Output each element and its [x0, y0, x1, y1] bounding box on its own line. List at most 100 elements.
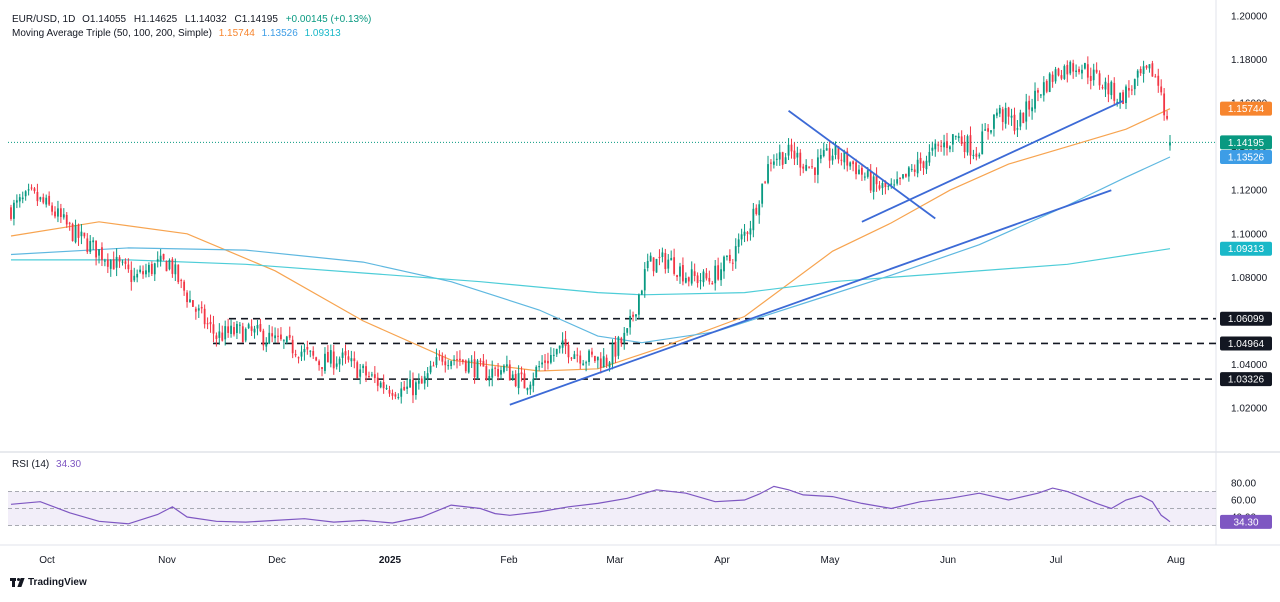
candle-body: [1069, 61, 1072, 74]
candle-body: [415, 382, 417, 396]
candle-body: [799, 152, 802, 168]
candle-body: [412, 379, 414, 396]
candle-body: [1089, 75, 1092, 81]
candle-body: [385, 388, 388, 390]
candle-body: [33, 188, 36, 192]
rsi-line: [10, 485, 1171, 525]
candle-body: [517, 373, 520, 389]
candle-body: [593, 355, 596, 361]
candle-body: [1007, 107, 1010, 117]
candle-body: [98, 249, 100, 256]
candle-body: [379, 382, 382, 388]
rsi-tick-label: 60.00: [1231, 496, 1256, 507]
candle-body: [555, 348, 558, 355]
candle-body: [215, 335, 218, 339]
candle-body: [497, 369, 499, 377]
candle-body: [382, 382, 385, 389]
candle-body: [288, 334, 291, 338]
candle-body: [714, 265, 717, 284]
candle-body: [54, 211, 56, 217]
candle-body: [206, 323, 209, 325]
candle-body: [1037, 90, 1039, 93]
candle-body: [816, 157, 819, 175]
candle-body: [690, 269, 693, 284]
candle-body: [332, 351, 335, 369]
candle-body: [931, 147, 934, 151]
candle-body: [963, 141, 966, 153]
candle-body: [579, 355, 582, 364]
candle-body: [192, 300, 194, 307]
time-tick-label: Nov: [158, 555, 176, 566]
candle-body: [74, 225, 77, 243]
candle-body: [702, 271, 705, 283]
trendline: [788, 110, 936, 220]
candle-body: [1016, 128, 1019, 130]
candle-body: [423, 376, 426, 384]
candle-body: [658, 256, 661, 259]
candle-body: [92, 240, 95, 243]
candle-body: [549, 355, 552, 363]
time-tick-label: Oct: [39, 555, 55, 566]
candle-body: [312, 351, 315, 356]
candle-body: [840, 159, 843, 161]
candle-body: [1125, 86, 1127, 104]
candle-body: [787, 144, 790, 156]
candle-body: [209, 321, 212, 325]
candle-body: [916, 159, 919, 174]
candle-body: [558, 345, 561, 349]
candle-body: [426, 373, 429, 379]
candle-body: [438, 355, 441, 357]
candle-body: [186, 292, 188, 303]
candle-body: [676, 275, 678, 278]
candle-body: [406, 386, 409, 389]
candle-body: [444, 361, 447, 366]
candle-body: [277, 335, 279, 337]
candle-body: [544, 360, 546, 363]
ma100-price-tag-bg: [1220, 149, 1272, 164]
candle-body: [1107, 83, 1110, 95]
candle-body: [300, 351, 303, 357]
candle-body: [1075, 70, 1078, 72]
candle-body: [1169, 142, 1171, 146]
candle-body: [1145, 65, 1148, 68]
tradingview-logo-icon: [10, 578, 25, 587]
candle-body: [802, 166, 805, 169]
candle-body: [127, 264, 130, 270]
candle-body: [1034, 90, 1036, 109]
time-tick-label: Jul: [1050, 555, 1063, 566]
candle-body: [274, 335, 276, 339]
candle-body: [86, 238, 89, 252]
candle-body: [998, 107, 1001, 114]
candle-body: [420, 378, 423, 384]
candle-body: [626, 328, 629, 333]
candle-body: [564, 338, 567, 347]
candle-body: [353, 358, 356, 362]
tradingview-label: TradingView: [28, 577, 87, 588]
candle-body: [147, 264, 150, 273]
candle-body: [238, 324, 241, 326]
candle-body: [268, 332, 271, 344]
candle-body: [755, 207, 758, 215]
candle-body: [1116, 101, 1119, 103]
candle-body: [761, 183, 764, 204]
candle-body: [922, 161, 925, 168]
time-tick-label: Aug: [1167, 555, 1185, 566]
candle-body: [1045, 80, 1048, 92]
candle-body: [27, 189, 30, 191]
candle-body: [326, 352, 329, 363]
candle-body: [969, 135, 972, 156]
candle-body: [435, 357, 438, 366]
candle-body: [852, 161, 855, 165]
candle-body: [171, 259, 174, 274]
candle-body: [532, 378, 535, 386]
candle-body: [905, 173, 907, 177]
candle-body: [1110, 81, 1113, 96]
candle-body: [224, 326, 227, 340]
candle-body: [825, 148, 828, 151]
candle-body: [136, 273, 139, 278]
candle-body: [1010, 115, 1013, 118]
candle-body: [432, 365, 435, 367]
candle-body: [978, 154, 981, 157]
candle-body: [1081, 69, 1083, 74]
